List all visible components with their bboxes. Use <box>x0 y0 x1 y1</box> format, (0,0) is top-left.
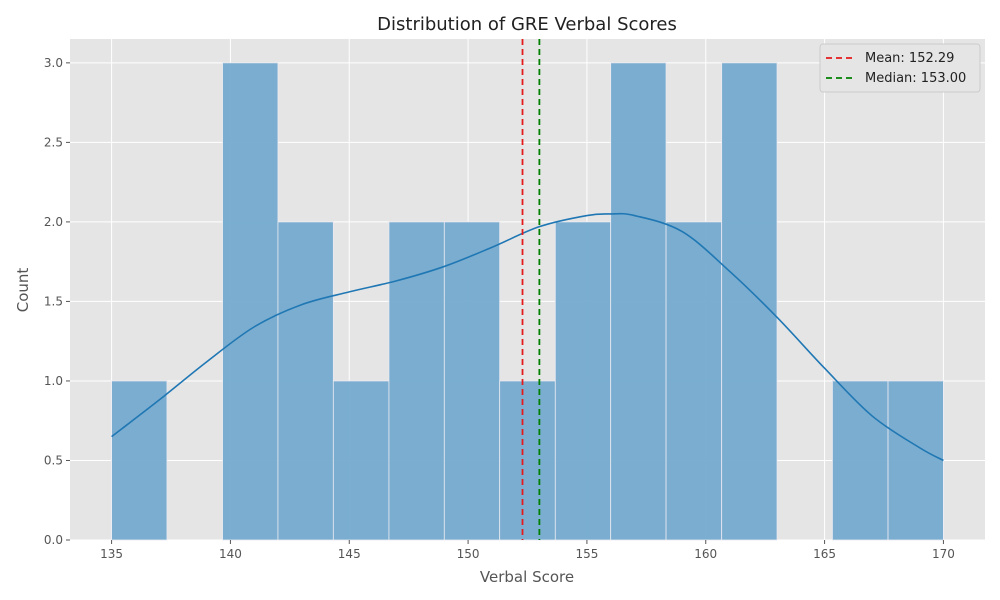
histogram-bar <box>610 62 667 541</box>
histogram-bar <box>111 380 168 541</box>
legend-median-label: Median: 153.00 <box>865 71 966 86</box>
histogram-bar <box>222 62 279 541</box>
x-axis-label: Verbal Score <box>480 568 574 586</box>
y-tick-label: 2.0 <box>44 215 63 229</box>
y-tick-label: 0.5 <box>44 453 63 467</box>
y-tick-label: 3.0 <box>44 56 63 70</box>
x-tick-label: 165 <box>813 547 836 561</box>
histogram-bar <box>554 221 612 541</box>
y-tick-label: 1.5 <box>44 294 63 308</box>
x-axis-ticks: 135 140 145 150 155 160 165 170 <box>100 540 955 561</box>
histogram-bar <box>887 380 944 541</box>
x-tick-label: 155 <box>575 547 598 561</box>
chart-title: Distribution of GRE Verbal Scores <box>377 14 677 35</box>
reference-lines <box>521 39 541 540</box>
x-tick-label: 160 <box>694 547 717 561</box>
histogram-bar <box>832 380 889 541</box>
y-axis-label: Count <box>14 268 32 313</box>
y-tick-label: 2.5 <box>44 135 63 149</box>
histogram-bar <box>721 62 778 541</box>
histogram-bar <box>332 380 390 541</box>
kde-curve <box>111 212 944 462</box>
x-tick-label: 135 <box>100 547 123 561</box>
legend-box <box>819 43 981 93</box>
x-tick-label: 150 <box>457 547 480 561</box>
histogram-bar <box>499 380 556 541</box>
legend: Mean: 152.29 Median: 153.00 <box>819 43 981 93</box>
kde-line <box>111 212 944 462</box>
x-tick-label: 170 <box>932 547 955 561</box>
histogram-bar <box>443 221 501 541</box>
legend-mean-label: Mean: 152.29 <box>865 51 954 66</box>
y-axis-ticks: 0.0 0.5 1.0 1.5 2.0 2.5 3.0 <box>44 56 70 547</box>
x-tick-label: 140 <box>219 547 242 561</box>
histogram-bars <box>111 62 944 541</box>
y-tick-label: 1.0 <box>44 374 63 388</box>
histogram-bar <box>277 221 334 541</box>
y-tick-label: 0.0 <box>44 533 63 547</box>
x-tick-label: 145 <box>338 547 361 561</box>
histogram-bar <box>665 221 723 541</box>
